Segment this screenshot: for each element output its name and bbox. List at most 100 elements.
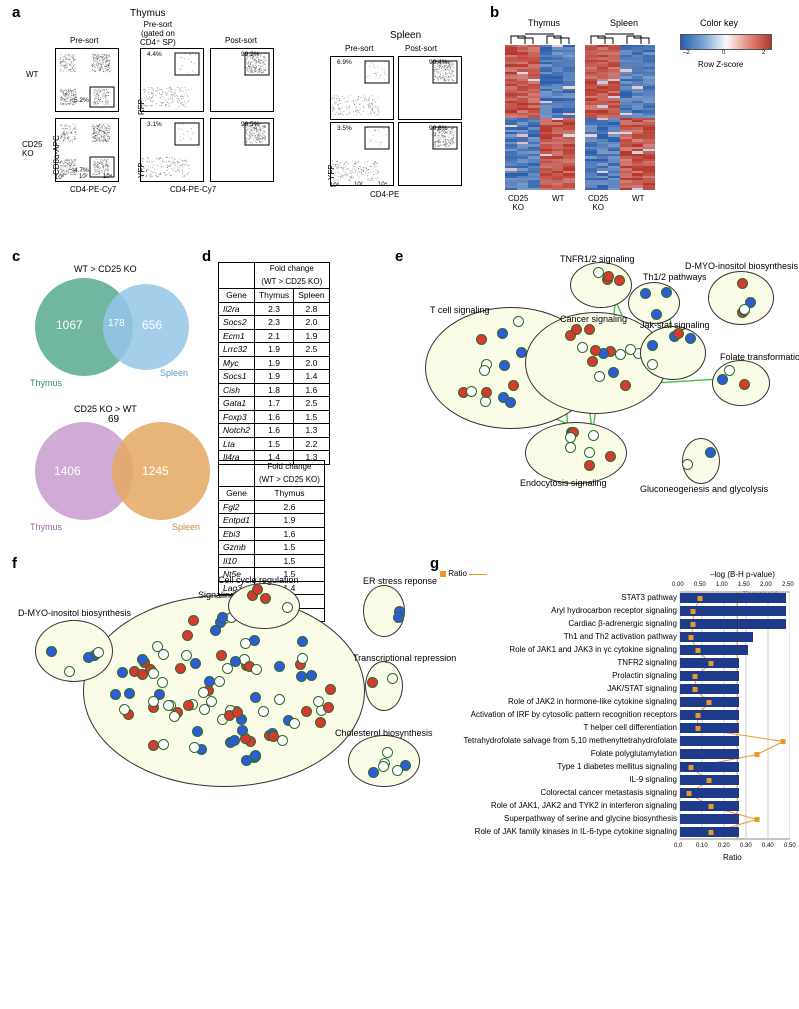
g-ratio-marker — [693, 674, 698, 679]
network-title: Folate transformations — [720, 352, 799, 362]
g-ratio-marker — [693, 687, 698, 692]
network-node — [216, 650, 227, 661]
flow-pct: 99.6% — [429, 125, 447, 132]
g-ratio-legend: Ratio — [440, 570, 487, 579]
label-g: g — [430, 555, 439, 572]
g-bar — [680, 814, 739, 824]
flow-plot: 3.1% — [140, 118, 204, 182]
g-bar-label: Superpathway of serine and glycine biosy… — [440, 813, 677, 825]
a-h-post1: Post-sort — [225, 36, 257, 45]
g-ratio-marker — [686, 791, 691, 796]
g-bar — [680, 710, 739, 720]
network-node — [685, 333, 696, 344]
a-thymus-title: Thymus — [130, 8, 166, 19]
axis-tick: 10⁴ — [103, 174, 112, 180]
network-node — [590, 345, 601, 356]
g-tick-bot: 0.30 — [740, 843, 752, 849]
network-node — [323, 702, 334, 713]
g-bar — [680, 749, 739, 759]
g-bar-label: Colorectal cancer metastasis signaling — [440, 787, 677, 799]
flow-plot: 99.5% — [210, 118, 274, 182]
g-tick-bot: 0.10 — [696, 843, 708, 849]
network-node — [368, 767, 379, 778]
c-top-t: 1067 — [56, 318, 83, 332]
network-node — [214, 676, 225, 687]
g-ratio-marker — [697, 596, 702, 601]
a-row-ko: CD25 KO — [22, 140, 42, 158]
network-node — [192, 726, 203, 737]
network-node — [393, 612, 404, 623]
g-ratio-marker — [708, 804, 713, 809]
network-node — [615, 349, 626, 360]
network-node — [739, 379, 750, 390]
g-ratio-marker — [706, 700, 711, 705]
b-key-title: Color key — [700, 18, 738, 28]
g-tick-top: 1.00 — [716, 582, 728, 588]
g-bar-label: Role of JAK2 in hormone-like cytokine si… — [440, 696, 677, 708]
g-axis-title-bot: Ratio — [723, 853, 742, 862]
network-node — [608, 367, 619, 378]
network-node — [137, 654, 148, 665]
flow-plot: 99.4% — [398, 56, 462, 120]
g-axis-title-top: –log (B-H p-value) — [710, 570, 775, 579]
network-title: Th1/2 pathways — [643, 272, 707, 282]
a-h-pre2: Pre-sort — [345, 44, 373, 53]
b-sp-ko: CD25 KO — [588, 194, 608, 212]
axis-tick: 10⁰ — [55, 174, 64, 181]
axis-label: CD4-PE — [370, 190, 399, 199]
flow-pct: 99.4% — [429, 59, 447, 66]
network-node — [325, 684, 336, 695]
network-node — [497, 328, 508, 339]
network-node — [651, 309, 662, 320]
b-heatmap-thymus — [505, 45, 575, 190]
network-node — [274, 694, 285, 705]
b-th-wt: WT — [552, 194, 564, 203]
g-bar-label: Role of JAK1, JAK2 and TYK2 in interfero… — [440, 800, 677, 812]
network-node — [297, 653, 308, 664]
network-node — [479, 365, 490, 376]
g-ratio-marker — [689, 765, 694, 770]
axis-label: YFP — [327, 164, 336, 180]
g-ratio-marker — [691, 622, 696, 627]
network-node — [282, 602, 293, 613]
g-bar-label: JAK/STAT signaling — [440, 683, 677, 695]
g-ratio-marker — [708, 830, 713, 835]
g-ratio-marker — [695, 648, 700, 653]
g-tick-bot: 0.40 — [762, 843, 774, 849]
flow-pct: 6.9% — [337, 59, 352, 66]
flow-pct: 99.2% — [241, 51, 259, 58]
flow-pct: 3.1% — [147, 121, 162, 128]
network-node — [614, 275, 625, 286]
network-node — [182, 630, 193, 641]
axis-label: YFP — [137, 162, 146, 178]
network-node — [392, 765, 403, 776]
g-bar — [680, 645, 748, 655]
network-title: ER stress reponse — [363, 576, 437, 586]
network-title: Endocytosis signaling — [520, 478, 607, 488]
network-node — [119, 704, 130, 715]
network-node — [565, 442, 576, 453]
network-title: TNFR1/2 signaling — [560, 254, 635, 264]
c-top-o: 178 — [108, 318, 125, 329]
g-ratio-marker — [695, 713, 700, 718]
c-top-sl: Spleen — [160, 368, 188, 378]
network-node — [93, 647, 104, 658]
c-top-tl: Thymus — [30, 378, 62, 388]
figure: a b c d e f g Thymus Spleen Pre-sort Pre… — [0, 0, 799, 1009]
g-ratio-marker — [781, 739, 786, 744]
g-ratio-marker — [695, 726, 700, 731]
flow-plot: 99.2% — [210, 48, 274, 112]
g-tick-top: 2.50 — [782, 582, 794, 588]
g-bar-label: Aryl hydrocarbon receptor signaling — [440, 605, 677, 617]
flow-plot: 4.7% — [55, 118, 119, 182]
network-node — [476, 334, 487, 345]
network-node — [204, 676, 215, 687]
flow-plot: 5.2% — [55, 48, 119, 112]
g-tick-top: 1.50 — [738, 582, 750, 588]
g-tick-bot: 0.0 — [674, 843, 682, 849]
g-bar — [680, 671, 739, 681]
network-title: Cancer signaling — [560, 314, 627, 324]
b-key-max: 2 — [762, 50, 765, 56]
g-bar — [680, 723, 739, 733]
g-ratio-marker — [755, 752, 760, 757]
